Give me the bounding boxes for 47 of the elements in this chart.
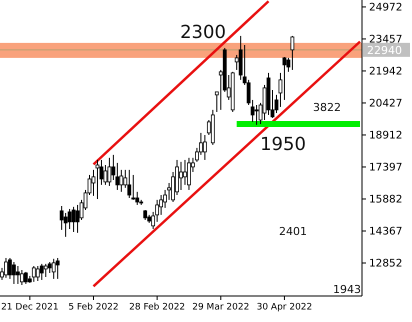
- candlestick: [16, 266, 20, 284]
- candlestick: [72, 206, 76, 232]
- candlestick: [96, 159, 100, 200]
- candlestick: [179, 161, 183, 190]
- candlestick: [76, 204, 80, 234]
- candlestick: [20, 270, 24, 286]
- y-tick-label: 17397: [369, 161, 402, 174]
- candlestick: [52, 258, 56, 280]
- x-tick-label: 28 Feb 2022: [129, 302, 186, 312]
- y-tick-label: 24972: [369, 1, 402, 14]
- candlestick: [12, 261, 16, 284]
- y-tick-label: 23457: [369, 33, 402, 46]
- candlestick: [254, 104, 258, 126]
- candlestick: [183, 159, 187, 186]
- x-tick-label: 5 Feb 2022: [68, 302, 119, 312]
- annotation: 1943: [333, 283, 361, 296]
- x-tick-label: 29 Mar 2022: [192, 302, 250, 312]
- candlestick: [32, 266, 36, 282]
- annotation: 2300: [180, 22, 226, 43]
- candlestick: [24, 271, 28, 284]
- candlestick: [143, 210, 148, 220]
- ref-line-label: 22940: [367, 44, 402, 57]
- y-tick-label: 21942: [369, 65, 402, 78]
- candlestick: [36, 266, 40, 282]
- candlestick: [131, 174, 136, 200]
- candlestick: [107, 157, 112, 186]
- y-tick-label: 18912: [369, 129, 402, 142]
- y-tick-label: 14367: [369, 225, 402, 238]
- candlestick: [290, 35, 294, 70]
- annotation: 2401: [279, 225, 307, 238]
- candlestick: [282, 56, 286, 100]
- y-tick-label: 12852: [369, 257, 402, 270]
- x-tick-label: 30 Apr 2022: [256, 302, 312, 312]
- candlestick: [44, 263, 48, 278]
- candlestick: [187, 157, 191, 190]
- y-tick-label: 20427: [369, 97, 402, 110]
- candlestick: [202, 134, 207, 160]
- candlestick: [56, 257, 60, 280]
- candlestick: [214, 91, 219, 112]
- x-tick-label: 21 Dec 2021: [1, 302, 59, 312]
- candlestick: [4, 257, 8, 278]
- candlestick: [48, 261, 52, 274]
- candlestick: [40, 263, 44, 280]
- annotation: 3822: [313, 101, 341, 114]
- y-tick-label: 15882: [369, 193, 402, 206]
- annotation: 1950: [260, 134, 306, 155]
- candlestick: [127, 169, 132, 198]
